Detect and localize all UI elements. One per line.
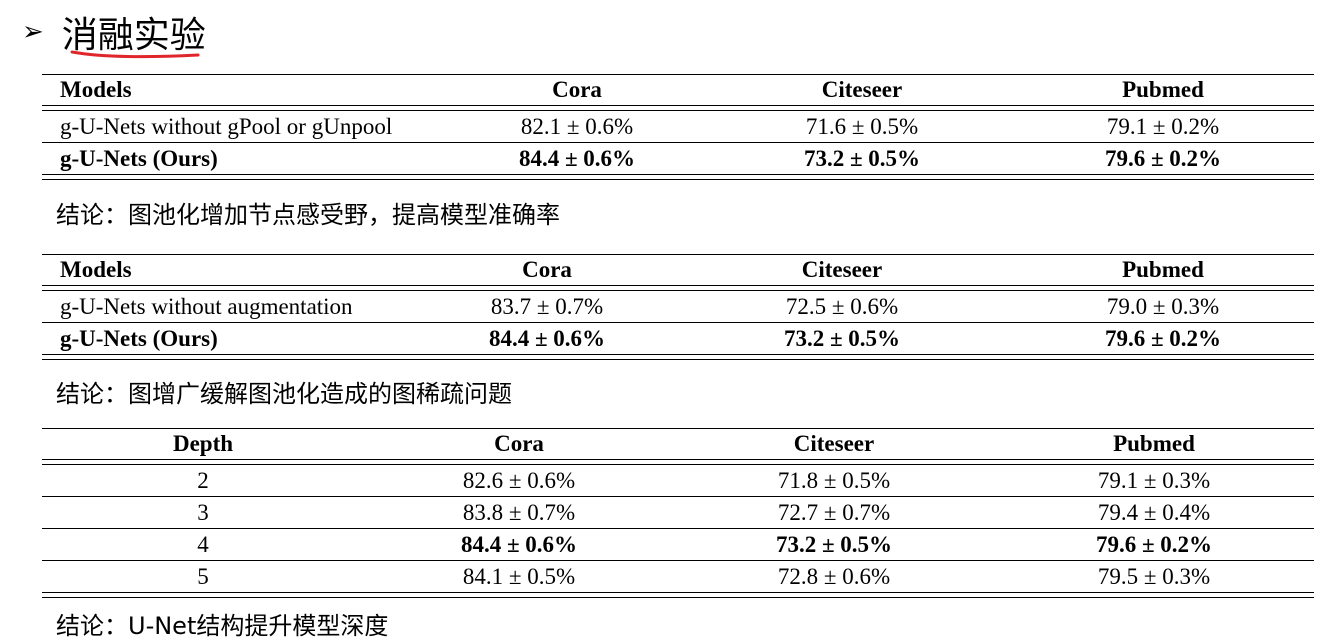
table-header-row: Models Cora Citeseer Pubmed <box>42 255 1314 285</box>
cell-model: g-U-Nets (Ours) <box>60 325 218 351</box>
cell-cora: 84.4 ± 0.6% <box>518 145 636 171</box>
cell-citeseer: 72.5 ± 0.6% <box>785 293 899 319</box>
header-pubmed: Pubmed <box>1122 77 1204 102</box>
table-row: g-U-Nets (Ours) 84.4 ± 0.6% 73.2 ± 0.5% … <box>42 323 1314 354</box>
table-row: g-U-Nets without augmentation 83.7 ± 0.7… <box>42 291 1314 322</box>
cell-cora: 83.8 ± 0.7% <box>462 499 576 525</box>
header-citeseer: Citeseer <box>821 77 903 102</box>
header-pubmed: Pubmed <box>1113 431 1195 456</box>
table-rule <box>42 142 1314 143</box>
header-depth: Depth <box>172 431 234 456</box>
table-rule <box>42 322 1314 323</box>
cell-citeseer: 71.6 ± 0.5% <box>805 113 919 139</box>
table-row: 5 84.1 ± 0.5% 72.8 ± 0.6% 79.5 ± 0.3% <box>42 561 1314 592</box>
table-row: 3 83.8 ± 0.7% 72.7 ± 0.7% 79.4 ± 0.4% <box>42 497 1314 528</box>
cell-pubmed: 79.0 ± 0.3% <box>1106 293 1220 319</box>
cell-citeseer: 71.8 ± 0.5% <box>777 467 891 493</box>
cell-depth: 5 <box>197 563 209 589</box>
cell-model: g-U-Nets (Ours) <box>60 145 218 171</box>
cell-pubmed: 79.5 ± 0.3% <box>1097 563 1211 589</box>
header-models: Models <box>60 257 132 282</box>
cell-pubmed: 79.6 ± 0.2% <box>1104 145 1222 171</box>
table-double-rule <box>42 285 1314 291</box>
cell-pubmed: 79.4 ± 0.4% <box>1097 499 1211 525</box>
table-rule <box>42 528 1314 529</box>
cell-model: g-U-Nets without gPool or gUnpool <box>60 113 393 139</box>
header-citeseer: Citeseer <box>793 431 875 456</box>
conclusion-augmentation: 结论：图增广缓解图池化造成的图稀疏问题 <box>56 380 512 408</box>
header-citeseer: Citeseer <box>801 257 883 282</box>
table-rule <box>42 428 1314 429</box>
table-row: 4 84.4 ± 0.6% 73.2 ± 0.5% 79.6 ± 0.2% <box>42 529 1314 560</box>
table-row: g-U-Nets without gPool or gUnpool 82.1 ±… <box>42 111 1314 142</box>
conclusion-pooling: 结论：图池化增加节点感受野，提高模型准确率 <box>56 201 560 229</box>
cell-citeseer: 72.8 ± 0.6% <box>777 563 891 589</box>
cell-cora: 83.7 ± 0.7% <box>490 293 604 319</box>
cell-cora: 82.6 ± 0.6% <box>462 467 576 493</box>
table-rule <box>42 74 1314 75</box>
cell-depth: 2 <box>197 467 209 493</box>
table-row: g-U-Nets (Ours) 84.4 ± 0.6% 73.2 ± 0.5% … <box>42 143 1314 174</box>
cell-citeseer: 72.7 ± 0.7% <box>777 499 891 525</box>
table-header-row: Models Cora Citeseer Pubmed <box>42 75 1314 105</box>
table-double-rule <box>42 105 1314 111</box>
header-pubmed: Pubmed <box>1122 257 1204 282</box>
cell-citeseer: 73.2 ± 0.5% <box>775 531 893 557</box>
cell-cora: 82.1 ± 0.6% <box>520 113 634 139</box>
cell-pubmed: 79.6 ± 0.2% <box>1104 325 1222 351</box>
header-cora: Cora <box>494 431 544 456</box>
cell-pubmed: 79.1 ± 0.2% <box>1106 113 1220 139</box>
table-row: 2 82.6 ± 0.6% 71.8 ± 0.5% 79.1 ± 0.3% <box>42 465 1314 496</box>
table-header-row: Depth Cora Citeseer Pubmed <box>42 429 1314 459</box>
cell-depth: 3 <box>197 499 209 525</box>
cell-depth: 4 <box>197 531 209 557</box>
table-rule <box>42 254 1314 255</box>
header-models: Models <box>60 77 132 102</box>
ablation-table-pooling: Models Cora Citeseer Pubmed g-U-Nets wit… <box>42 74 1314 180</box>
table-rule <box>42 560 1314 561</box>
cell-citeseer: 73.2 ± 0.5% <box>783 325 901 351</box>
cell-cora: 84.4 ± 0.6% <box>460 531 578 557</box>
cell-citeseer: 73.2 ± 0.5% <box>803 145 921 171</box>
table-double-rule <box>42 592 1314 598</box>
cell-cora: 84.1 ± 0.5% <box>462 563 576 589</box>
table-double-rule <box>42 459 1314 465</box>
cell-model: g-U-Nets without augmentation <box>60 293 353 319</box>
table-double-rule <box>42 174 1314 180</box>
cell-pubmed: 79.6 ± 0.2% <box>1095 531 1213 557</box>
page-title: 消融实验 <box>61 15 206 56</box>
arrow-bullet-icon: ➢ <box>22 17 44 47</box>
table-rule <box>42 496 1314 497</box>
ablation-table-augmentation: Models Cora Citeseer Pubmed g-U-Nets wit… <box>42 254 1314 360</box>
conclusion-depth: 结论：U-Net结构提升模型深度 <box>56 612 389 640</box>
cell-cora: 84.4 ± 0.6% <box>488 325 606 351</box>
handwritten-underline <box>70 50 200 59</box>
slide-title: ➢ 消融实验 <box>22 6 206 58</box>
ablation-table-depth: Depth Cora Citeseer Pubmed 2 82.6 ± 0.6%… <box>42 428 1314 598</box>
header-cora: Cora <box>522 257 572 282</box>
header-cora: Cora <box>552 77 602 102</box>
table-double-rule <box>42 354 1314 360</box>
cell-pubmed: 79.1 ± 0.3% <box>1097 467 1211 493</box>
